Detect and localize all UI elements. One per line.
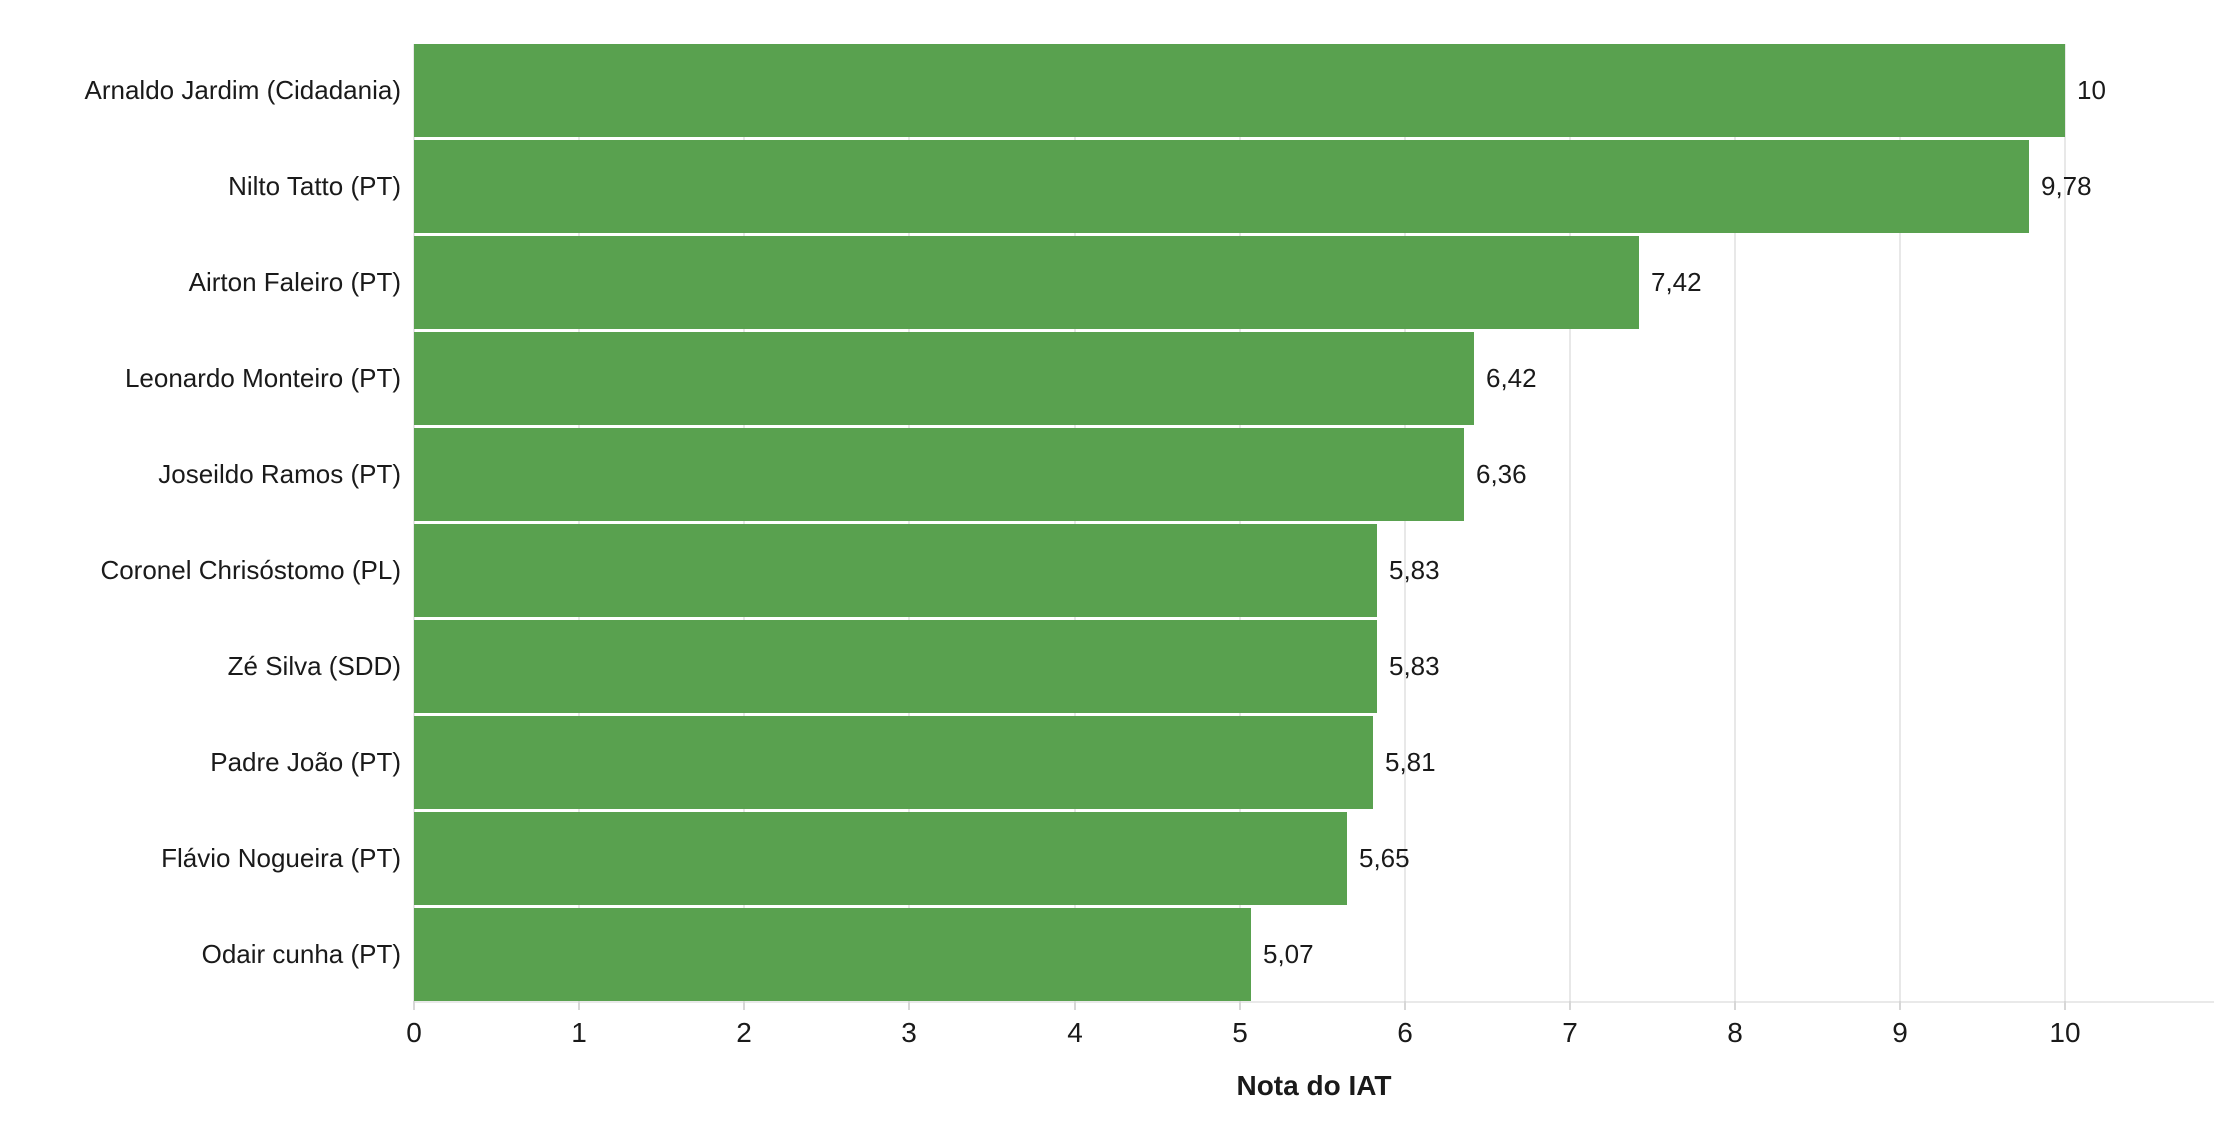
plot-area: 10 9,78 7,42 6,42 6,36 5,83 5,83 5,81 5,65 5,07	[413, 44, 2214, 1003]
category-label: Airton Faleiro (PT)	[188, 267, 401, 297]
bar-value-label: 10	[2077, 75, 2106, 105]
category-label: Padre João (PT)	[210, 747, 401, 777]
bar-value-label: 9,78	[2041, 171, 2092, 201]
x-tick-label: 7	[1562, 1017, 1578, 1048]
x-tick-mark	[413, 1001, 415, 1010]
bar[interactable]	[414, 716, 1373, 809]
category-label: Nilto Tatto (PT)	[228, 171, 401, 201]
category-label: Joseildo Ramos (PT)	[158, 459, 401, 489]
x-tick-label: 10	[2049, 1017, 2081, 1048]
gridline	[1899, 44, 1901, 1001]
category-label: Flávio Nogueira (PT)	[161, 843, 401, 873]
x-tick-mark	[1899, 1001, 1901, 1010]
bar[interactable]	[414, 908, 1251, 1001]
x-tick-mark	[1569, 1001, 1571, 1010]
gridline	[413, 44, 415, 1001]
category-label: Arnaldo Jardim (Cidadania)	[84, 75, 401, 105]
bar-value-label: 5,65	[1359, 843, 1410, 873]
x-tick-mark	[743, 1001, 745, 1010]
bar[interactable]	[414, 524, 1377, 617]
x-axis: 0 1 2 3 4 5 6 7 8 9 10	[406, 1001, 2214, 1061]
x-tick-mark	[1734, 1001, 1736, 1010]
category-label: Zé Silva (SDD)	[227, 651, 401, 681]
x-tick-mark	[1074, 1001, 1076, 1010]
bar-value-label: 6,42	[1486, 363, 1537, 393]
x-tick-mark	[2064, 1001, 2066, 1010]
x-tick-mark	[1404, 1001, 1406, 1010]
bar-value-label: 6,36	[1476, 459, 1527, 489]
bar-value-label: 5,07	[1263, 939, 1314, 969]
category-label: Leonardo Monteiro (PT)	[124, 363, 401, 393]
x-tick-mark	[908, 1001, 910, 1010]
x-tick-label: 6	[1397, 1017, 1413, 1048]
x-tick-label: 9	[1892, 1017, 1908, 1048]
gridline	[1074, 44, 1076, 1001]
gridline	[908, 44, 910, 1001]
gridline	[1734, 44, 1736, 1001]
gridline	[1569, 44, 1571, 1001]
gridline	[1404, 44, 1406, 1001]
x-tick-label: 0	[406, 1017, 422, 1048]
gridline	[1239, 44, 1241, 1001]
x-tick-label: 3	[901, 1017, 917, 1048]
bar[interactable]	[414, 140, 2029, 233]
x-tick-label: 5	[1232, 1017, 1248, 1048]
bar[interactable]	[414, 332, 1474, 425]
bar-value-label: 5,83	[1389, 651, 1440, 681]
category-label: Coronel Chrisóstomo (PL)	[100, 555, 401, 585]
x-tick-mark	[1239, 1001, 1241, 1010]
bar-value-label: 5,83	[1389, 555, 1440, 585]
bar[interactable]	[414, 44, 2065, 137]
bar[interactable]	[414, 620, 1377, 713]
gridline	[578, 44, 580, 1001]
bar[interactable]	[414, 428, 1464, 521]
y-axis-labels: Arnaldo Jardim (Cidadania) Nilto Tatto (P…	[0, 44, 401, 1001]
category-label: Odair cunha (PT)	[201, 939, 401, 969]
gridline	[2064, 44, 2066, 1001]
x-tick-mark	[578, 1001, 580, 1010]
x-tick-label: 8	[1727, 1017, 1743, 1048]
bar[interactable]	[414, 812, 1347, 905]
bar[interactable]	[414, 236, 1639, 329]
bar-value-label: 5,81	[1385, 747, 1436, 777]
bar-value-label: 7,42	[1651, 267, 1702, 297]
x-tick-label: 4	[1067, 1017, 1083, 1048]
x-tick-label: 2	[736, 1017, 752, 1048]
x-tick-label: 1	[571, 1017, 587, 1048]
x-axis-title: Nota do IAT	[1236, 1070, 1392, 1101]
gridline	[743, 44, 745, 1001]
